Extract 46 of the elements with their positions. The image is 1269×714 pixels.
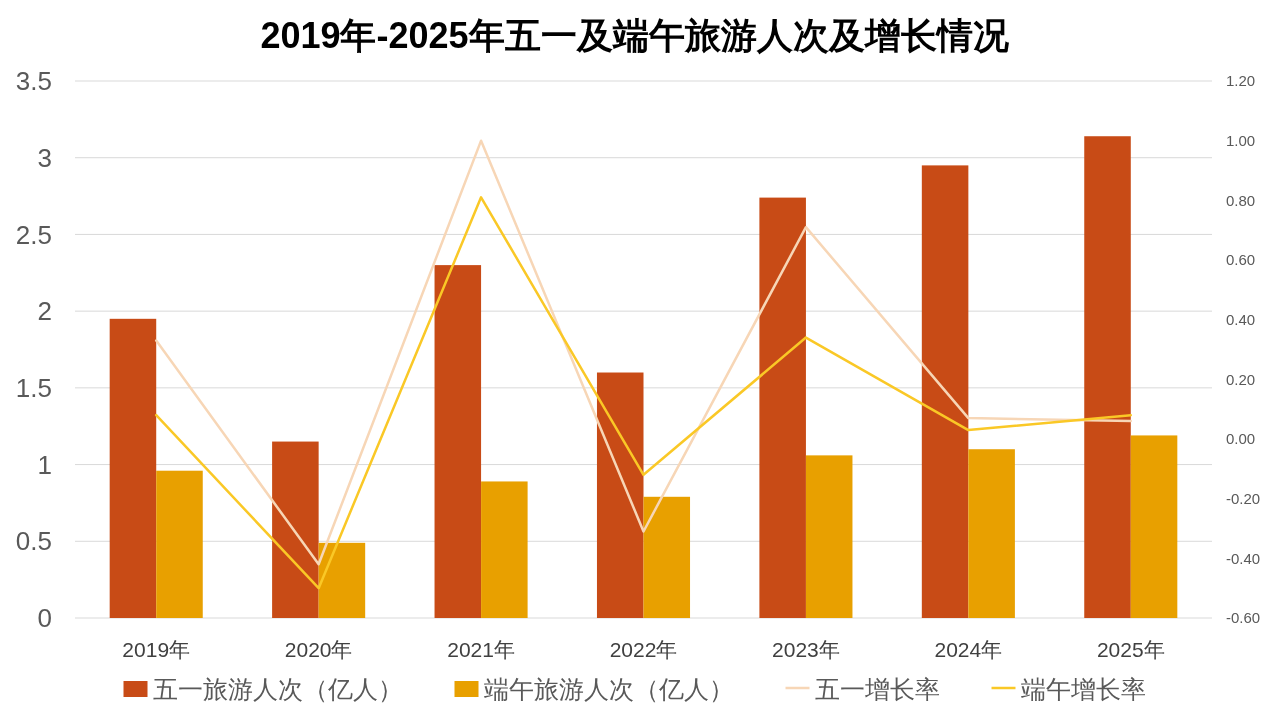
y-tick-label: 1.5 — [15, 372, 52, 403]
bar — [318, 542, 366, 618]
bar — [434, 265, 482, 618]
x-tick-label: 2019年 — [122, 638, 191, 661]
legend-label: 五一旅游人次（亿人） — [152, 674, 403, 703]
bar — [921, 165, 969, 618]
y2-tick-label: 1.00 — [1226, 131, 1256, 149]
y2-tick-label: 0.60 — [1226, 251, 1256, 269]
y-tick-label: 0.5 — [15, 526, 52, 557]
bar — [1130, 435, 1178, 618]
bar — [805, 455, 853, 618]
bar — [759, 197, 806, 618]
y2-tick-label: -0.40 — [1226, 549, 1261, 567]
y-tick-label: 2 — [37, 296, 52, 327]
line-series — [154, 139, 1133, 566]
y2-tick-label: 0.80 — [1226, 191, 1256, 209]
bar — [109, 318, 157, 618]
y-tick-label: 1 — [37, 449, 52, 480]
y-tick-label: 0 — [37, 603, 52, 634]
bar — [272, 441, 319, 618]
y2-tick-label: 0.20 — [1226, 370, 1256, 388]
legend-label: 端午旅游人次（亿人） — [483, 674, 734, 703]
legend-label: 端午增长率 — [1020, 674, 1146, 703]
bar — [1084, 136, 1131, 618]
bar — [156, 470, 203, 618]
line-series — [154, 196, 1133, 590]
x-tick-label: 2021年 — [447, 638, 515, 661]
bar — [481, 481, 528, 618]
y2-tick-label: -0.60 — [1226, 609, 1261, 627]
x-tick-label: 2020年 — [284, 638, 353, 661]
bar — [596, 372, 644, 618]
y2-tick-label: 0.40 — [1226, 310, 1256, 328]
bar — [643, 496, 691, 618]
y2-tick-label: 1.20 — [1226, 72, 1256, 90]
x-tick-label: 2024年 — [934, 638, 1003, 661]
x-tick-label: 2022年 — [609, 638, 678, 661]
legend-label: 五一增长率 — [814, 674, 940, 703]
y2-tick-label: -0.20 — [1226, 489, 1261, 507]
x-tick-label: 2023年 — [772, 638, 840, 661]
x-tick-label: 2025年 — [1096, 638, 1165, 661]
bar — [968, 449, 1015, 618]
chart-title: 2019年-2025年五一及端午旅游人次及增长情况 — [260, 15, 1009, 56]
y-tick-label: 3 — [37, 142, 52, 173]
y2-tick-label: 0.00 — [1226, 430, 1256, 448]
y-tick-label: 2.5 — [15, 219, 52, 250]
y-tick-label: 3.5 — [15, 66, 52, 97]
